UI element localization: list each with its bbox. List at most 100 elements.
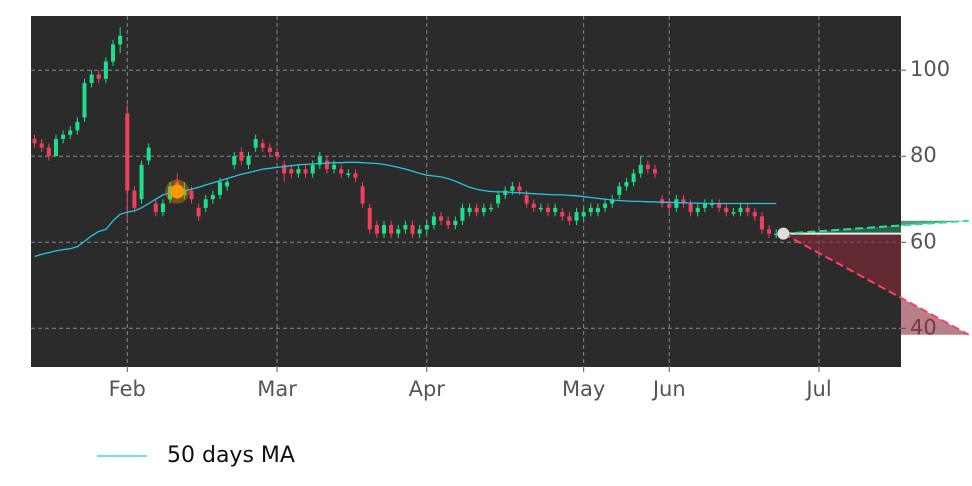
candle-body (652, 169, 657, 174)
candle-body (702, 203, 707, 208)
candle-body (524, 194, 529, 204)
candle-body (667, 203, 672, 208)
candle-body (688, 203, 693, 213)
candle-body (132, 190, 137, 208)
ma-line (34, 161, 777, 258)
candle-body (553, 207, 558, 213)
candle-body (752, 212, 757, 217)
candle-body (111, 44, 116, 62)
candle-body (531, 203, 536, 208)
candle-body (210, 194, 215, 200)
candle-body (767, 229, 772, 234)
candle-body (610, 199, 615, 204)
candle-body (417, 229, 422, 234)
candle-body (517, 186, 522, 191)
projection-line (782, 232, 970, 336)
candle-body (717, 203, 722, 208)
candle-body (638, 164, 643, 174)
candle-body (367, 207, 372, 230)
candle-body (203, 199, 208, 208)
candle-body (360, 186, 365, 204)
candle-body (446, 220, 451, 226)
candle-body (103, 61, 108, 79)
x-tick-label: Jun (651, 377, 686, 401)
last-price-dot (777, 227, 790, 240)
candle-body (196, 207, 201, 217)
candle-body (745, 207, 750, 213)
candle-body (460, 207, 465, 221)
candle-body (624, 182, 629, 187)
candle-body (574, 212, 579, 221)
candle-body (496, 194, 501, 204)
candle-body (353, 173, 358, 178)
candle-body (617, 186, 622, 195)
candle-body (246, 156, 251, 165)
candle-body (232, 156, 237, 165)
candle-body (339, 169, 344, 174)
candle-body (82, 83, 87, 118)
candle-body (68, 130, 73, 135)
x-tick-label: Apr (409, 377, 446, 401)
candle-body (567, 216, 572, 221)
x-tick-label: Jul (804, 377, 831, 401)
candle-body (139, 164, 144, 200)
candle-body (710, 203, 715, 206)
candle-body (588, 207, 593, 213)
candle-body (381, 225, 386, 234)
candle-body (474, 207, 479, 213)
candle-body (403, 225, 408, 230)
candle-body (39, 143, 44, 148)
candle-body (267, 147, 272, 152)
candle-body (731, 212, 736, 214)
candle-body (260, 143, 265, 148)
candle-body (253, 139, 258, 148)
candle-body (160, 203, 165, 213)
candle-body (389, 225, 394, 234)
candle-body (317, 156, 322, 165)
candle-body (225, 182, 230, 187)
candle-body (674, 199, 679, 208)
candle-body (332, 164, 337, 170)
candle-body (431, 216, 436, 226)
candle-body (645, 164, 650, 170)
candle-body (439, 216, 444, 221)
y-tick-label: 60 (910, 229, 937, 253)
candle-body (32, 139, 37, 144)
candle-body (146, 147, 151, 161)
candle-body (467, 207, 472, 213)
candle-body (118, 35, 123, 45)
candle-body (538, 207, 543, 210)
candle-body (595, 207, 600, 213)
candle-body (46, 147, 51, 157)
candle-body (481, 207, 486, 213)
candle-body (217, 182, 222, 195)
candle-body (275, 151, 280, 157)
candle-body (296, 169, 301, 174)
candle-body (96, 74, 101, 79)
candle-body (410, 225, 415, 234)
candle-body (310, 164, 315, 174)
candle-body (289, 169, 294, 174)
candle-body (374, 225, 379, 234)
candle-body (560, 212, 565, 217)
candle-body (303, 169, 308, 174)
candle-body (75, 121, 80, 131)
candle-body (738, 207, 743, 213)
candle-body (774, 233, 779, 236)
y-tick-label: 100 (910, 57, 950, 81)
candle-body (660, 199, 665, 204)
x-tick-label: Mar (257, 377, 297, 401)
candle-body (153, 203, 158, 213)
candle-body (189, 190, 194, 200)
candle-body (53, 139, 58, 157)
candle-body (453, 220, 458, 226)
projection-line (783, 219, 969, 235)
x-tick-label: Feb (109, 377, 146, 401)
candle-body (546, 207, 551, 213)
candle-body (510, 186, 515, 191)
candle-body (724, 207, 729, 213)
signal-marker (170, 184, 185, 199)
candle-body (239, 151, 244, 161)
